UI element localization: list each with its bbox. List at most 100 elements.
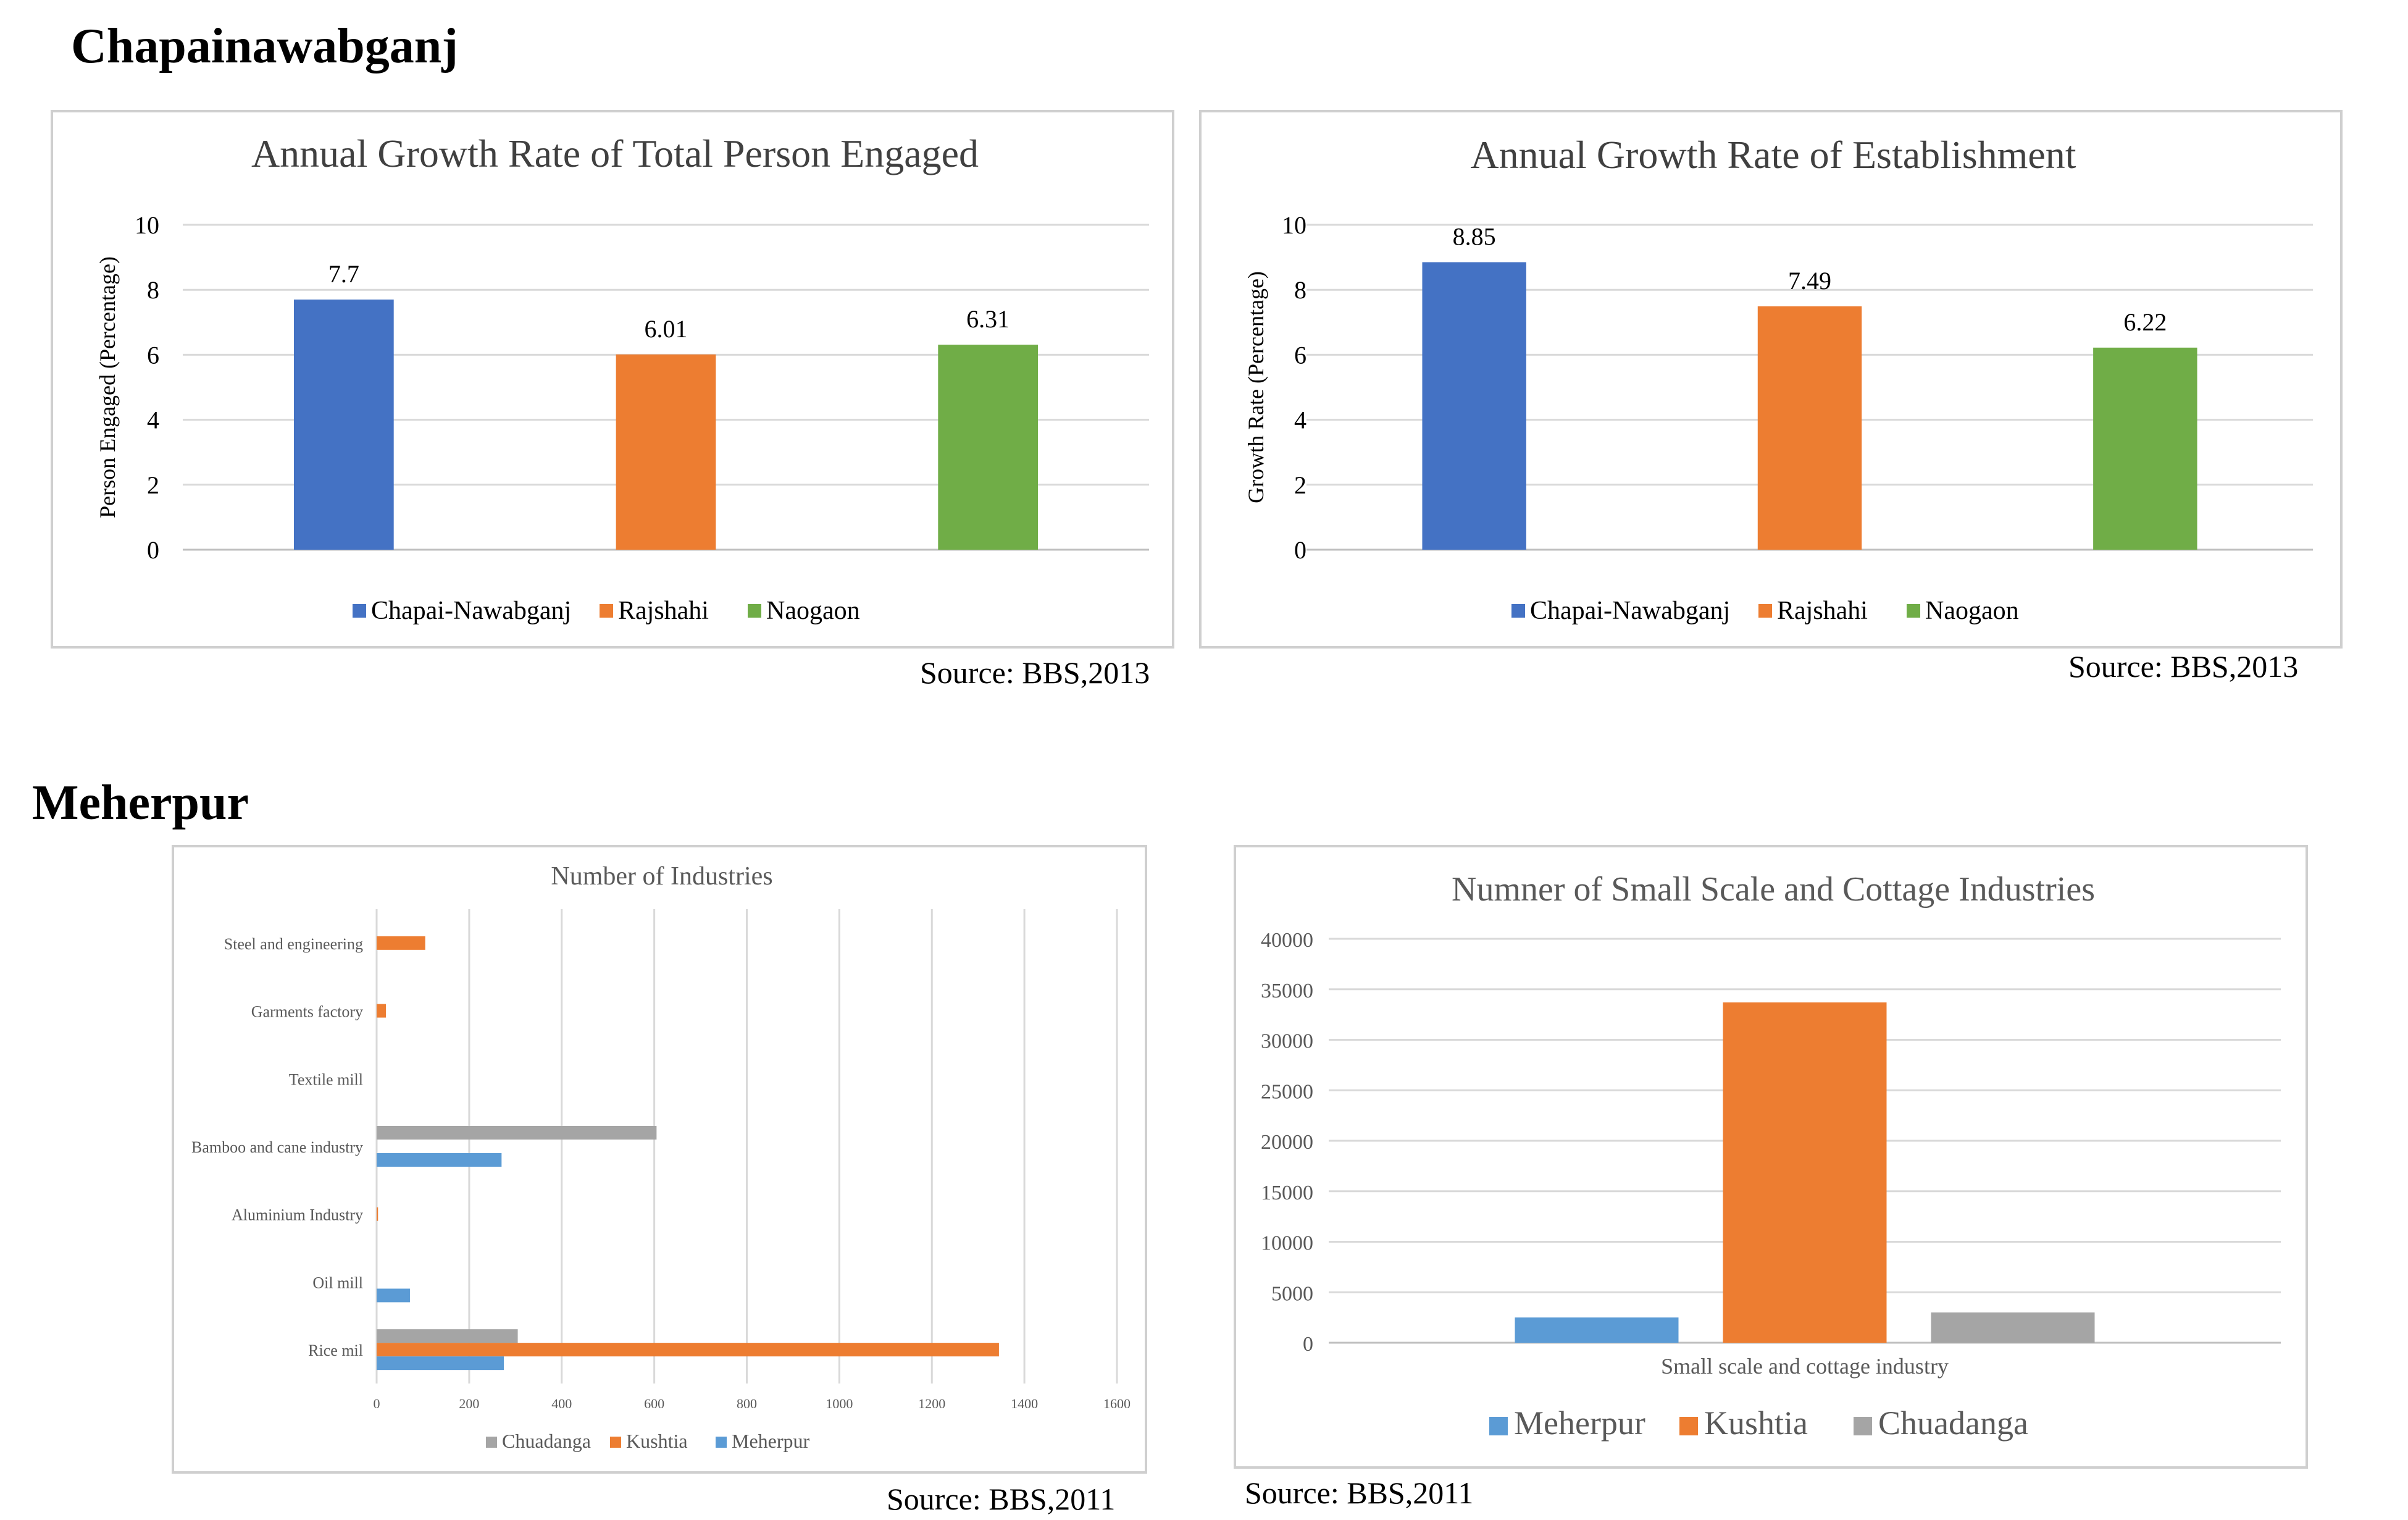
data-label: 7.49 <box>1788 267 1831 295</box>
x-tick-label: 800 <box>737 1396 757 1411</box>
bar-chapai-nawabganj <box>293 299 394 550</box>
y-tick-label: 4 <box>147 406 159 434</box>
bar-kushtia <box>377 1004 386 1018</box>
y-axis-label: Person Engaged (Percentage) <box>95 256 120 518</box>
legend-label: Kushtia <box>626 1430 688 1452</box>
section-title-meherpur: Meherpur <box>32 776 249 830</box>
category-label: Oil mill <box>312 1274 363 1291</box>
data-label: 7.7 <box>328 260 359 288</box>
bar-chapai-nawabganj <box>1422 262 1526 550</box>
legend-label: Kushtia <box>1704 1405 1808 1442</box>
category-label: Garments factory <box>251 1003 363 1021</box>
source-chart3: Source: BBS,2011 <box>887 1482 1116 1516</box>
y-tick-label: 15000 <box>1261 1182 1313 1204</box>
y-tick-label: 10000 <box>1261 1232 1313 1255</box>
chart-small-scale-cottage: Numner of Small Scale and Cottage Indust… <box>1261 870 2281 1442</box>
x-tick-label: 1200 <box>918 1396 945 1411</box>
legend-label: Meherpur <box>732 1430 810 1452</box>
bar-chuadanga <box>377 1126 657 1140</box>
y-tick-label: 0 <box>1303 1333 1313 1356</box>
bar-kushtia <box>377 936 425 950</box>
source-chart1: Source: BBS,2013 <box>920 655 1150 690</box>
legend-label: Naogaon <box>766 597 860 625</box>
y-tick-label: 20000 <box>1261 1131 1313 1154</box>
legend-label: Meherpur <box>1514 1405 1645 1442</box>
legend-label: Chuadanga <box>1878 1405 2028 1442</box>
y-tick-label: 6 <box>1294 341 1306 369</box>
bar-chuadanga <box>1931 1312 2095 1343</box>
chart-number-of-industries: Number of Industries 0 200 400 600 800 1000 120… <box>191 862 1131 1452</box>
category-label: Rice mil <box>308 1342 363 1359</box>
bar-meherpur <box>1515 1317 1679 1343</box>
legend-label: Rajshahi <box>1777 597 1868 625</box>
chart-title: Numner of Small Scale and Cottage Indust… <box>1452 870 2095 909</box>
bar-kushtia <box>1723 1002 1887 1343</box>
legend-label: Rajshahi <box>618 597 709 625</box>
bar-meherpur <box>377 1153 502 1167</box>
bar-chuadanga <box>377 1329 518 1343</box>
source-chart4: Source: BBS,2011 <box>1245 1476 1474 1510</box>
legend-swatch <box>353 604 366 618</box>
category-label: Aluminium Industry <box>232 1206 363 1224</box>
y-tick-label: 2 <box>147 471 159 499</box>
chart-person-engaged: Annual Growth Rate of Total Person Engag… <box>95 132 1149 625</box>
chart-panel-establishment: Annual Growth Rate of Establishment 0 2 4 6 8… <box>1199 110 2343 649</box>
y-tick-label: 10 <box>1282 211 1306 239</box>
y-tick-label: 5000 <box>1271 1282 1313 1305</box>
legend-swatch <box>1489 1417 1508 1435</box>
bar-kushtia <box>377 1207 378 1221</box>
chart-panel-person-engaged: Annual Growth Rate of Total Person Engag… <box>51 110 1174 649</box>
legend-swatch <box>1511 604 1525 618</box>
chart-panel-number-of-industries: Number of Industries 0 200 400 600 800 1000 120… <box>172 845 1147 1474</box>
chart-title: Annual Growth Rate of Total Person Engag… <box>251 132 979 175</box>
y-tick-label: 25000 <box>1261 1080 1313 1103</box>
x-tick-label: 400 <box>551 1396 572 1411</box>
y-tick-label: 2 <box>1294 471 1306 499</box>
bar-rajshahi <box>1757 306 1862 550</box>
legend-swatch <box>1907 604 1920 618</box>
y-tick-label: 8 <box>147 276 159 304</box>
y-tick-label: 8 <box>1294 276 1306 304</box>
bar-kushtia <box>377 1343 999 1357</box>
legend-label: Chapai-Nawabganj <box>1530 597 1730 625</box>
x-tick-label: 200 <box>459 1396 479 1411</box>
x-axis-label: Small scale and cottage industry <box>1661 1354 1949 1379</box>
y-tick-label: 0 <box>147 536 159 564</box>
x-tick-label: 1600 <box>1103 1396 1131 1411</box>
bar-rajshahi <box>616 354 716 550</box>
data-label: 8.85 <box>1453 222 1496 250</box>
y-axis-label: Growth Rate (Percentage) <box>1244 271 1268 503</box>
x-tick-label: 1400 <box>1011 1396 1038 1411</box>
data-label: 6.31 <box>966 305 1010 333</box>
bar-meherpur <box>377 1356 504 1371</box>
bar-meherpur <box>377 1288 410 1303</box>
chart-title: Number of Industries <box>551 862 772 891</box>
chart-panel-small-scale-cottage: Numner of Small Scale and Cottage Indust… <box>1234 845 2308 1469</box>
y-tick-label: 0 <box>1294 536 1306 564</box>
legend-swatch <box>1679 1417 1698 1435</box>
category-label: Textile mill <box>289 1070 363 1088</box>
legend-label: Naogaon <box>1925 597 2019 625</box>
y-tick-label: 10 <box>135 211 159 239</box>
legend-swatch <box>610 1437 621 1448</box>
chart-title: Annual Growth Rate of Establishment <box>1470 133 2076 177</box>
x-tick-label: 1000 <box>826 1396 853 1411</box>
legend-swatch <box>716 1437 727 1448</box>
source-chart2: Source: BBS,2013 <box>2068 649 2299 684</box>
y-tick-label: 6 <box>147 341 159 369</box>
chart-establishment: Annual Growth Rate of Establishment 0 2 4 6 8… <box>1244 133 2313 625</box>
data-label: 6.01 <box>645 315 688 343</box>
x-tick-label: 0 <box>374 1396 380 1411</box>
legend-swatch <box>600 604 613 618</box>
legend-label: Chuadanga <box>502 1430 591 1452</box>
data-label: 6.22 <box>2123 308 2167 336</box>
category-label: Steel and engineering <box>224 935 363 953</box>
y-tick-label: 35000 <box>1261 980 1313 1002</box>
y-tick-label: 4 <box>1294 406 1306 434</box>
y-tick-label: 40000 <box>1261 929 1313 952</box>
legend-swatch <box>1854 1417 1872 1435</box>
y-tick-label: 30000 <box>1261 1030 1313 1053</box>
legend-swatch <box>748 604 761 618</box>
category-label: Bamboo and cane industry <box>191 1138 363 1156</box>
bar-naogaon <box>938 345 1039 550</box>
